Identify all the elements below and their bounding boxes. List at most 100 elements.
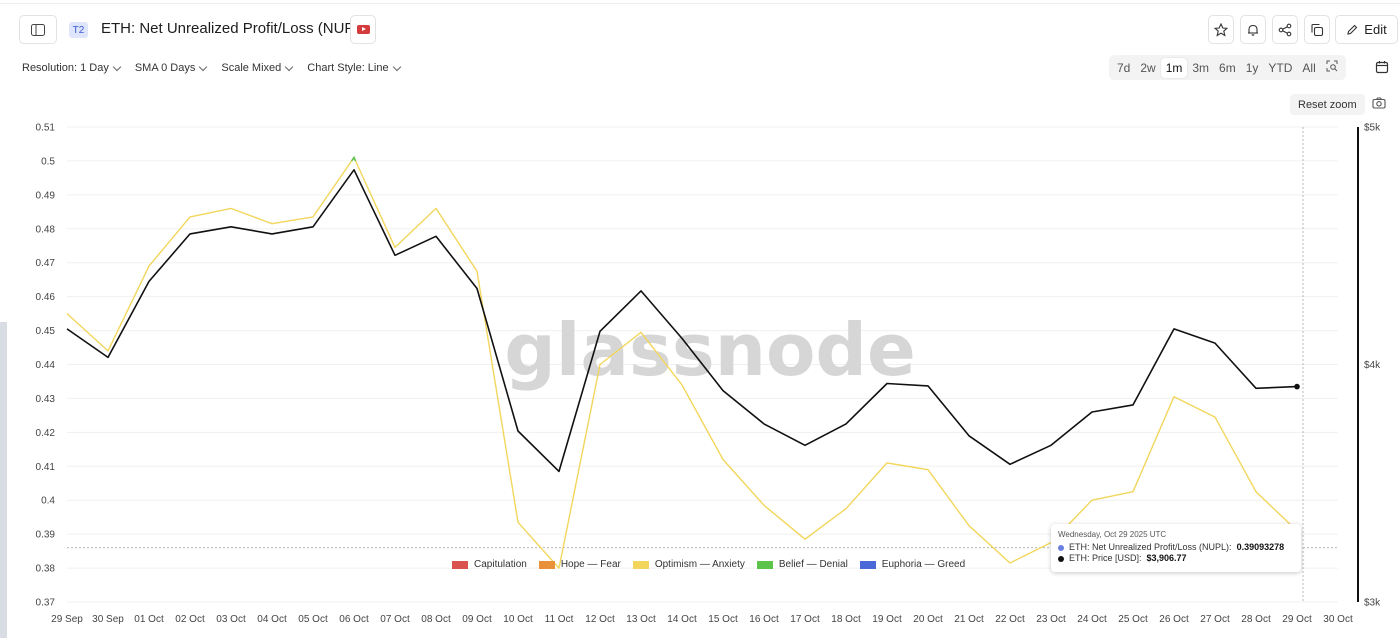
x-tick-label: 07 Oct bbox=[380, 614, 410, 625]
camera-icon bbox=[1372, 97, 1386, 109]
x-tick-label: 12 Oct bbox=[585, 614, 615, 625]
y-tick-label: 0.41 bbox=[36, 462, 56, 473]
nupl-line bbox=[66, 156, 1298, 569]
legend-hope-fear[interactable]: Hope — Fear bbox=[538, 559, 621, 570]
tooltip-nupl-row: ETH: Net Unrealized Profit/Loss (NUPL): 0… bbox=[1058, 542, 1294, 553]
legend-swatch bbox=[632, 560, 649, 569]
favorite-button[interactable] bbox=[1208, 15, 1234, 44]
x-tick-label: 18 Oct bbox=[831, 614, 861, 625]
x-tick-label: 02 Oct bbox=[175, 614, 205, 625]
x-tick-label: 29 Oct bbox=[1282, 614, 1312, 625]
x-tick-label: 23 Oct bbox=[1036, 614, 1066, 625]
top-divider bbox=[0, 3, 1400, 4]
legend-belief-denial[interactable]: Belief — Denial bbox=[756, 559, 848, 570]
x-tick-label: 19 Oct bbox=[872, 614, 902, 625]
share-icon bbox=[1278, 23, 1292, 36]
price-dot bbox=[1058, 555, 1064, 562]
legend-swatch bbox=[756, 560, 773, 569]
x-tick-label: 21 Oct bbox=[954, 614, 984, 625]
calendar-icon bbox=[1375, 61, 1389, 74]
side-scrollbar[interactable] bbox=[0, 322, 7, 638]
tooltip-nupl-value: 0.39093278 bbox=[1236, 542, 1285, 552]
x-tick-label: 26 Oct bbox=[1159, 614, 1189, 625]
y-tick-label: 0.37 bbox=[36, 598, 56, 609]
x-tick-label: 01 Oct bbox=[134, 614, 164, 625]
reset-zoom-button[interactable]: Reset zoom bbox=[1290, 94, 1365, 115]
x-tick-label: 29 Sep bbox=[51, 614, 83, 625]
chart-style-select[interactable]: Chart Style: Line bbox=[307, 62, 401, 74]
y-tick-label: 0.42 bbox=[36, 428, 56, 439]
price-hover-marker bbox=[1294, 383, 1300, 390]
x-tick-label: 30 Sep bbox=[92, 614, 124, 625]
x-tick-label: 08 Oct bbox=[421, 614, 451, 625]
x-tick-label: 14 Oct bbox=[667, 614, 697, 625]
range-all[interactable]: All bbox=[1302, 60, 1316, 75]
pencil-icon bbox=[1347, 24, 1358, 35]
range-selector: 7d 2w 1m 3m 6m 1y YTD All bbox=[1109, 55, 1346, 80]
range-1y[interactable]: 1y bbox=[1245, 60, 1259, 75]
screenshot-button[interactable] bbox=[1372, 96, 1386, 114]
scale-label: Scale Mixed bbox=[221, 62, 282, 74]
x-tick-label: 30 Oct bbox=[1323, 614, 1353, 625]
y-tick-label: 0.38 bbox=[36, 564, 56, 575]
y-tick-label: 0.47 bbox=[36, 258, 56, 269]
tier-badge: T2 bbox=[69, 22, 88, 38]
x-tick-label: 20 Oct bbox=[913, 614, 943, 625]
date-picker-button[interactable] bbox=[1369, 56, 1395, 78]
tooltip-date: Wednesday, Oct 29 2025 UTC bbox=[1058, 530, 1167, 539]
tooltip-price-label: ETH: Price [USD]: bbox=[1069, 553, 1142, 563]
chart-toolbar: Resolution: 1 Day SMA 0 Days Scale Mixed… bbox=[22, 62, 401, 74]
range-6m[interactable]: 6m bbox=[1219, 60, 1236, 75]
x-tick-label: 15 Oct bbox=[708, 614, 738, 625]
nupl-dot bbox=[1058, 544, 1064, 551]
share-button[interactable] bbox=[1272, 15, 1298, 44]
x-tick-label: 03 Oct bbox=[216, 614, 246, 625]
alert-button[interactable] bbox=[1240, 15, 1266, 44]
tooltip-nupl-label: ETH: Net Unrealized Profit/Loss (NUPL): bbox=[1069, 542, 1232, 552]
legend-euphoria-greed[interactable]: Euphoria — Greed bbox=[859, 559, 965, 570]
legend-label: Optimism — Anxiety bbox=[654, 559, 745, 570]
x-tick-label: 25 Oct bbox=[1118, 614, 1148, 625]
resolution-select[interactable]: Resolution: 1 Day bbox=[22, 62, 122, 74]
scale-select[interactable]: Scale Mixed bbox=[221, 62, 294, 74]
duplicate-button[interactable] bbox=[1304, 15, 1330, 44]
watermark: glassnode bbox=[504, 308, 916, 392]
range-3m[interactable]: 3m bbox=[1192, 60, 1210, 75]
range-7d[interactable]: 7d bbox=[1117, 60, 1131, 75]
zoom-area-icon bbox=[1326, 60, 1338, 72]
x-tick-label: 24 Oct bbox=[1077, 614, 1107, 625]
tooltip-price-value: $3,906.77 bbox=[1146, 553, 1187, 563]
y-tick-label: 0.5 bbox=[41, 156, 55, 167]
x-tick-label: 04 Oct bbox=[257, 614, 287, 625]
x-tick-label: 10 Oct bbox=[503, 614, 533, 625]
legend-optimism-anxiety[interactable]: Optimism — Anxiety bbox=[632, 559, 745, 570]
x-tick-label: 11 Oct bbox=[545, 614, 574, 625]
price-line bbox=[66, 169, 1298, 473]
range-1m[interactable]: 1m bbox=[1160, 57, 1188, 78]
x-tick-label: 27 Oct bbox=[1200, 614, 1230, 625]
video-button[interactable] bbox=[350, 15, 376, 44]
y-tick-label: 0.44 bbox=[36, 360, 56, 371]
y-tick-label: 0.51 bbox=[36, 123, 56, 134]
x-tick-label: 13 Oct bbox=[626, 614, 656, 625]
y-tick-label: 0.43 bbox=[36, 394, 56, 405]
copy-icon bbox=[1311, 23, 1324, 36]
legend-label: Belief — Denial bbox=[778, 559, 848, 570]
range-2w[interactable]: 2w bbox=[1140, 60, 1156, 75]
page-title: ETH: Net Unrealized Profit/Loss (NUPL) bbox=[101, 20, 368, 37]
toggle-sidebar-button[interactable] bbox=[19, 15, 57, 44]
edit-button[interactable]: Edit bbox=[1335, 15, 1398, 44]
legend-swatch bbox=[538, 560, 555, 569]
resolution-label: Resolution: 1 Day bbox=[22, 62, 109, 74]
y-tick-label: 0.48 bbox=[36, 224, 56, 235]
zoom-select-button[interactable] bbox=[1321, 57, 1343, 78]
range-ytd[interactable]: YTD bbox=[1268, 60, 1293, 75]
legend-capitulation[interactable]: Capitulation bbox=[452, 559, 527, 570]
x-tick-label: 22 Oct bbox=[995, 614, 1025, 625]
hover-tooltip: Wednesday, Oct 29 2025 UTC ETH: Net Unre… bbox=[1051, 524, 1301, 572]
bell-icon bbox=[1248, 24, 1258, 36]
star-icon bbox=[1214, 22, 1228, 37]
sma-select[interactable]: SMA 0 Days bbox=[135, 62, 208, 74]
y-right-tick-label: $4k bbox=[1364, 360, 1381, 371]
